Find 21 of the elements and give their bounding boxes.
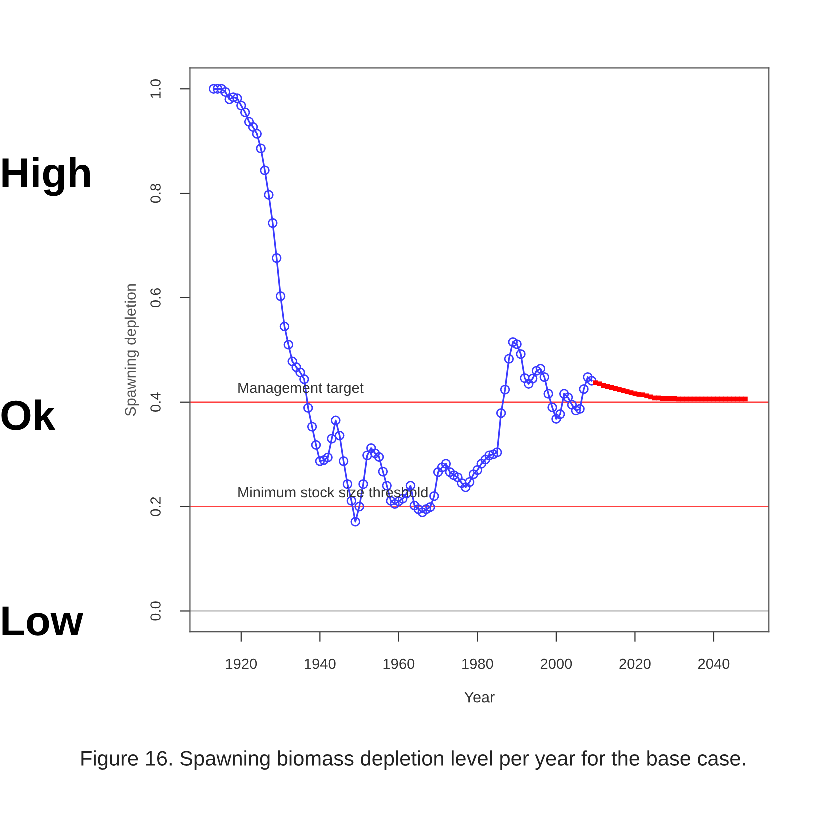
x-tick-label: 1920 xyxy=(226,658,258,670)
x-tick-label: 2000 xyxy=(540,658,572,670)
y-tick-label: 0.6 xyxy=(150,288,161,308)
text: Ok xyxy=(2,400,56,430)
point xyxy=(597,382,602,387)
y-tick-label: 0.2 xyxy=(150,497,161,516)
x-tick-label: 1980 xyxy=(462,658,494,670)
y-tick-label: 0.8 xyxy=(150,184,161,204)
x-tick-label: 2040 xyxy=(698,658,730,670)
y-tick-label: 0.4 xyxy=(150,392,161,412)
y-tick-label: 0.0 xyxy=(150,602,161,621)
y-axis-title: Spawning depletion xyxy=(124,284,140,416)
point xyxy=(743,396,748,402)
x-axis-title: Year xyxy=(464,692,495,703)
text: Low xyxy=(2,606,84,636)
x-tick-label: 2020 xyxy=(620,658,651,670)
text: High xyxy=(2,157,90,196)
x-tick-label: 1940 xyxy=(305,658,336,670)
y-tick-label: 1.0 xyxy=(150,80,161,98)
x-tick-label: 1960 xyxy=(384,658,415,670)
caption: Figure 16. Spawning biomass depletion level per year for the base case. xyxy=(82,750,746,770)
